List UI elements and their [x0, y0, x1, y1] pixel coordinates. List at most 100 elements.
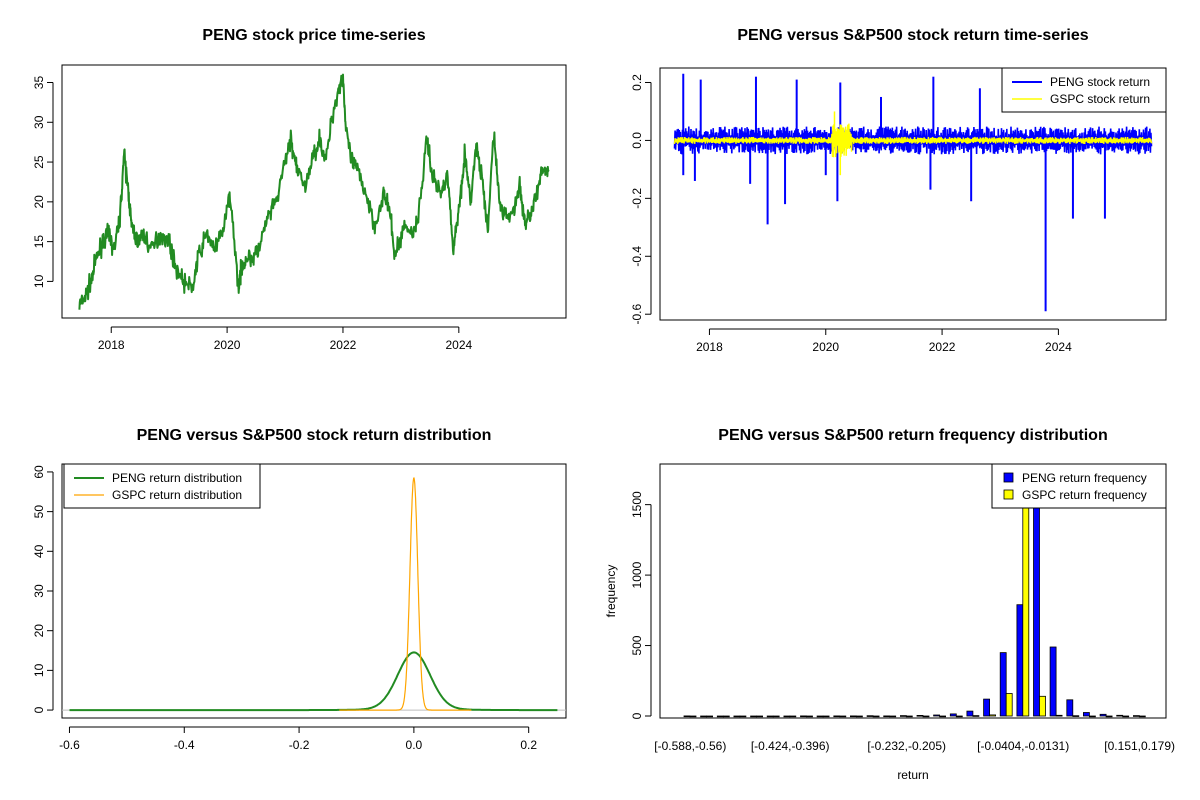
- y-tick-label: -0.6: [630, 304, 644, 325]
- plot-frame: [61, 463, 567, 719]
- gspc-frequency-bar: [939, 715, 946, 718]
- y-tick-label: 30: [32, 584, 46, 598]
- peng-return-series: [673, 73, 1153, 312]
- gspc-frequency-bar: [1005, 693, 1013, 717]
- y-tick-label: 0.2: [630, 74, 644, 91]
- y-tick-label: 0: [630, 712, 644, 719]
- legend-label-0: PENG return frequency: [1022, 471, 1147, 485]
- x-tick-label: [-0.588,-0.56): [654, 739, 726, 753]
- peng-frequency-bar: [983, 698, 990, 717]
- gspc-frequency-bar: [1022, 490, 1030, 717]
- gspc-frequency-bar: [872, 715, 880, 718]
- legend-label-0: PENG stock return: [1050, 75, 1150, 89]
- gspc-frequency-bar: [972, 715, 980, 717]
- y-tick-label: 20: [32, 195, 46, 209]
- plot-frame: [61, 64, 567, 319]
- gspc-frequency-bar: [1138, 715, 1146, 718]
- legend-label-1: GSPC stock return: [1050, 92, 1150, 106]
- peng-frequency-bar: [900, 715, 907, 717]
- x-tick-label: 2018: [696, 340, 723, 354]
- y-tick-label: 60: [32, 465, 46, 479]
- y-tick-label: 15: [32, 235, 46, 249]
- y-tick-label: 1500: [630, 491, 644, 518]
- peng-frequency-bar: [1099, 713, 1107, 717]
- gspc-frequency-bar: [806, 715, 813, 718]
- x-tick-label: [-0.0404,-0.0131): [977, 739, 1069, 753]
- chart-title: PENG stock price time-series: [202, 27, 425, 44]
- gspc-return-series: [673, 111, 1153, 176]
- peng-frequency-bar: [716, 715, 724, 718]
- peng-frequency-bar: [999, 652, 1007, 717]
- peng-frequency-bar: [1016, 604, 1024, 717]
- plot-frame: [659, 67, 1167, 321]
- chart-title: PENG versus S&P500 stock return distribu…: [137, 427, 492, 444]
- peng-frequency-bar: [916, 715, 924, 717]
- y-tick-label: 20: [32, 624, 46, 638]
- gspc-frequency-bar: [772, 715, 780, 718]
- gspc-frequency-bar: [922, 715, 930, 718]
- legend-swatch-1: [1003, 489, 1014, 500]
- peng-frequency-bar: [783, 715, 791, 718]
- y-tick-label: -0.4: [630, 246, 644, 267]
- x-tick-label: 0.0: [406, 738, 423, 752]
- gspc-frequency-bar: [905, 715, 913, 718]
- y-tick-label: 0.0: [630, 132, 644, 149]
- gspc-frequency-bar: [722, 715, 730, 718]
- y-tick-label: 50: [32, 505, 46, 519]
- y-tick-label: -0.2: [630, 188, 644, 209]
- legend-label-1: GSPC return distribution: [112, 488, 242, 502]
- peng-frequency-bar: [1033, 490, 1040, 717]
- x-tick-label: -0.6: [59, 738, 80, 752]
- peng-frequency-bar: [883, 715, 891, 718]
- y-tick-label: 35: [32, 76, 46, 90]
- y-axis-title: frequency: [604, 565, 618, 618]
- legend-box: [63, 463, 261, 509]
- x-tick-label: 2018: [98, 338, 125, 352]
- legend-label-1: GSPC return frequency: [1022, 488, 1147, 502]
- gspc-frequency-bar: [706, 715, 713, 718]
- legend-label-0: PENG return distribution: [112, 471, 242, 485]
- x-tick-label: [-0.232,-0.205): [867, 739, 946, 753]
- gspc-frequency-bar: [889, 715, 897, 718]
- gspc-frequency-bar: [756, 715, 763, 718]
- y-tick-label: 10: [32, 274, 46, 288]
- x-axis-title: return: [897, 768, 928, 782]
- gspc-frequency-bar: [839, 715, 847, 718]
- peng-density-line: [69, 651, 558, 712]
- legend-swatch-0: [1003, 472, 1014, 483]
- gspc-frequency-bar: [989, 714, 996, 717]
- peng-frequency-bar: [1049, 646, 1057, 717]
- y-tick-label: 25: [32, 155, 46, 169]
- gspc-return-line: [673, 123, 1153, 158]
- y-tick-label: 10: [32, 663, 46, 677]
- peng-frequency-bar: [683, 715, 691, 718]
- peng-frequency-bar: [966, 710, 974, 717]
- x-tick-label: [-0.424,-0.396): [751, 739, 830, 753]
- gspc-frequency-bar: [1089, 715, 1096, 718]
- peng-frequency-bar: [933, 714, 940, 717]
- chart-density: PENG versus S&P500 stock return distribu…: [32, 427, 567, 752]
- gspc-frequency-bar: [856, 715, 863, 718]
- peng-frequency-bar: [1116, 714, 1124, 717]
- y-tick-label: 1000: [630, 561, 644, 588]
- x-tick-label: -0.2: [289, 738, 310, 752]
- bars: [683, 490, 1146, 718]
- x-tick-label: 2022: [929, 340, 956, 354]
- gspc-frequency-bar: [1105, 715, 1113, 718]
- gspc-frequency-bar: [689, 715, 697, 718]
- peng-frequency-bar: [766, 715, 774, 718]
- x-tick-label: 2022: [330, 338, 357, 352]
- peng-frequency-bar: [866, 715, 874, 717]
- chart-price: PENG stock price time-series 2018 2020 2022…: [32, 27, 567, 352]
- y-tick-label: 40: [32, 544, 46, 558]
- gspc-frequency-bar: [1122, 715, 1130, 718]
- peng-frequency-bar: [949, 713, 957, 717]
- gspc-frequency-bar: [789, 715, 797, 718]
- gspc-frequency-bar: [739, 715, 747, 718]
- price-line: [78, 73, 550, 310]
- peng-frequency-bar: [816, 715, 824, 718]
- peng-frequency-bar: [700, 715, 707, 718]
- peng-frequency-bar: [800, 715, 807, 718]
- legend-box: [1001, 67, 1167, 113]
- chart-title: PENG versus S&P500 return frequency dist…: [718, 427, 1107, 444]
